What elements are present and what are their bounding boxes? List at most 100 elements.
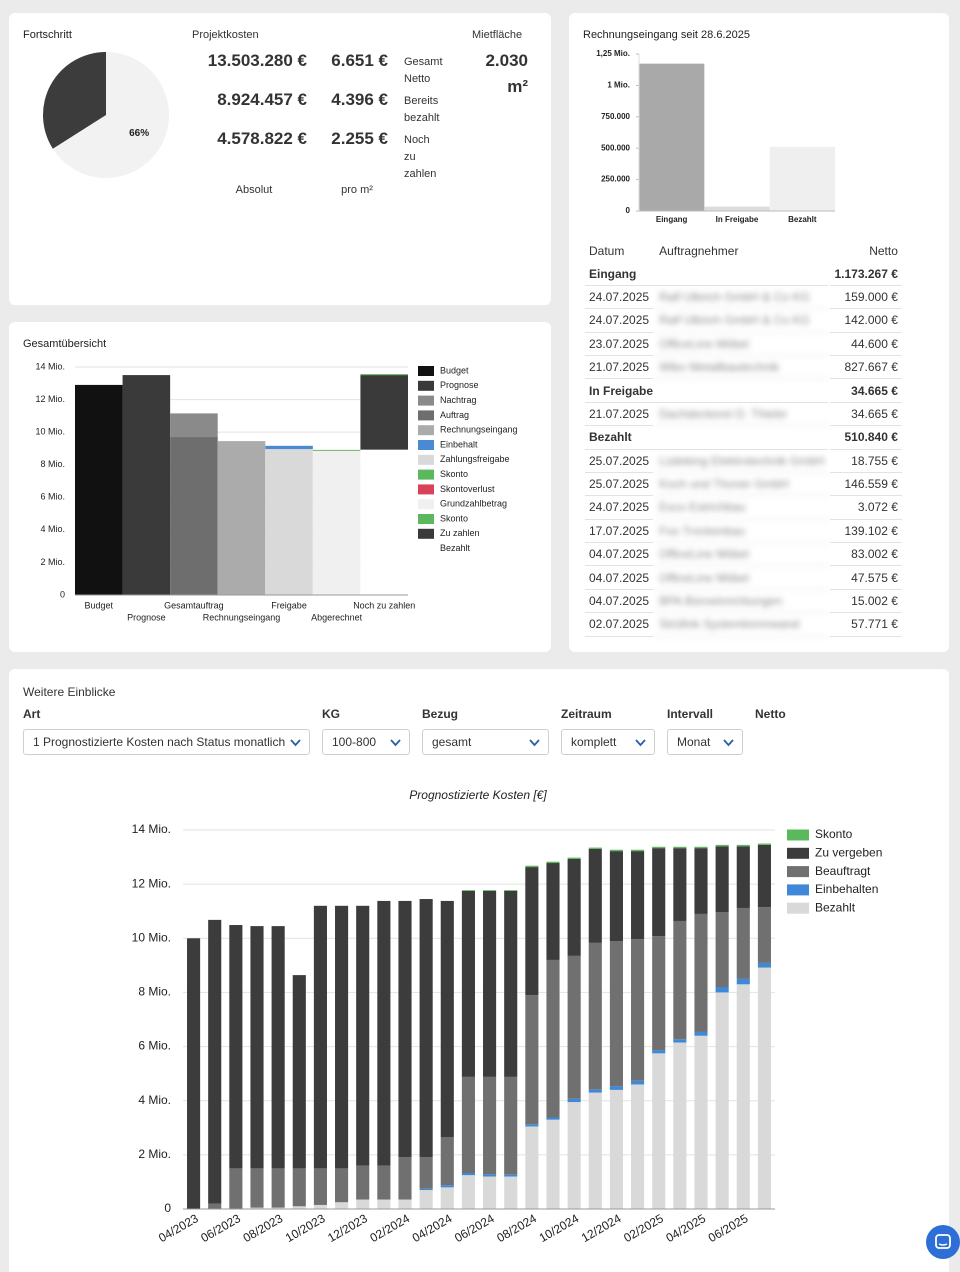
invoice-row: 24.07.2025 Ralf Ulbrich GmbH & Co KG 159.0… (585, 286, 902, 310)
chevron-path (529, 739, 540, 747)
invoice-date: 04.07.2025 (585, 590, 654, 614)
invoice-date: 25.07.2025 (585, 473, 654, 497)
invoice-row: 24.07.2025 Ralf Ulbrich GmbH & Co KG 142.0… (585, 309, 902, 333)
invoice-table: Datum Auftragnehmer Netto Eingang 1.173.267 … (583, 240, 904, 637)
cost-absolute: 13.503.280 € (207, 51, 307, 70)
chevron (390, 739, 401, 747)
insights-title: Weitere Einblicke (23, 685, 116, 699)
invoice-date: 24.07.2025 (585, 496, 654, 520)
filter-value: komplett (571, 735, 617, 749)
filter-label: Intervall (667, 707, 714, 721)
contractor: Exco Estrichbau (655, 496, 829, 520)
filter-select[interactable]: gesamt (422, 729, 549, 755)
net-amount: 83.002 € (830, 543, 902, 567)
invoice-date: 21.07.2025 (585, 403, 654, 427)
net-amount: 44.600 € (830, 333, 902, 356)
column-header: Auftragnehmer (659, 244, 739, 259)
invoice-date: 02.07.2025 (585, 613, 654, 637)
contractor: Lüdeking Elektrotechnik GmbH (655, 450, 829, 473)
contractor: Strüfink Systemtrennwand (655, 613, 829, 637)
column-header: Datum (589, 244, 625, 259)
chevron (529, 739, 540, 747)
cost-per-area: 6.651 € (331, 51, 388, 70)
contractor: OfficeLine Möbel (655, 543, 829, 567)
column-caption: Absolut (235, 184, 273, 196)
filter-value: 1 Prognostizierte Kosten nach Status mon… (33, 735, 286, 749)
invoice-row: 25.07.2025 Lüdeking Elektrotechnik GmbH 18… (585, 450, 902, 473)
net-amount: 139.102 € (830, 520, 902, 544)
net-amount: 34.665 € (830, 403, 902, 427)
net-amount: 146.559 € (830, 473, 902, 497)
filter-value: gesamt (432, 735, 472, 749)
group-name: Eingang (585, 262, 829, 286)
filter-label: Netto (755, 707, 786, 721)
invoice-row: 17.07.2025 Fox Trockenbau 139.102 € (585, 520, 902, 544)
group-total: 1.173.267 € (830, 262, 902, 286)
filter-select[interactable]: komplett (561, 729, 655, 755)
contractor: Ralf Ulbrich GmbH & Co KG (655, 309, 829, 333)
contractor: Wiko Metallbautechnik (655, 356, 829, 380)
chevron (723, 739, 734, 747)
cost-label: Bereits bezahlt (404, 95, 440, 124)
net-amount: 18.755 € (830, 450, 902, 473)
cost-per-area: 4.396 € (331, 90, 388, 109)
chevron-path (390, 739, 401, 747)
cost-label: Noch zu zahlen (404, 134, 437, 180)
invoice-row: 24.07.2025 Exco Estrichbau 3.072 € (585, 496, 902, 520)
invoice-row: 21.07.2025 Wiko Metallbautechnik 827.667 € (585, 356, 902, 380)
table-header: Datum Auftragnehmer Netto (585, 240, 902, 262)
filter-label: Bezug (422, 707, 458, 721)
cost-per-area: 2.255 € (331, 129, 388, 148)
contractor: Koch und Thoner GmbH (655, 473, 829, 497)
invoice-row: 04.07.2025 OfficeLine Möbel 83.002 € (585, 543, 902, 567)
invoice-date: 24.07.2025 (585, 309, 654, 333)
contractor: OfficeLine Möbel (655, 566, 829, 590)
chat-button[interactable] (926, 1225, 960, 1259)
group-name: In Freigabe (585, 379, 829, 403)
cost-absolute: 8.924.457 € (217, 90, 307, 109)
net-amount: 15.002 € (830, 590, 902, 614)
chevron (635, 739, 646, 747)
area-unit: m² (507, 77, 528, 96)
invoice-row: 02.07.2025 Strüfink Systemtrennwand 57.771… (585, 613, 902, 637)
cost-absolute: 4.578.822 € (217, 129, 307, 148)
group-row: Bezahlt 510.840 € (585, 426, 902, 450)
chevron-path (635, 739, 646, 747)
filter-value: Monat (677, 735, 711, 749)
column-header: Netto (869, 244, 898, 259)
filter-select[interactable]: 100-800 (322, 729, 410, 755)
invoice-date: 17.07.2025 (585, 520, 654, 544)
invoice-date: 21.07.2025 (585, 356, 654, 380)
costs-title: Projektkosten (192, 29, 259, 41)
net-amount: 47.575 € (830, 566, 902, 590)
filter-select[interactable]: Monat (667, 729, 743, 755)
group-name: Bezahlt (585, 426, 829, 450)
contractor: Ralf Ulbrich GmbH & Co KG (655, 286, 829, 310)
net-amount: 142.000 € (830, 309, 902, 333)
filter-label: KG (322, 707, 340, 721)
invoice-date: 04.07.2025 (585, 543, 654, 567)
invoice-row: 25.07.2025 Koch und Thoner GmbH 146.559 € (585, 473, 902, 497)
filter-select[interactable]: 1 Prognostizierte Kosten nach Status mon… (23, 729, 310, 755)
contractor: OfficeLine Möbel (655, 333, 829, 356)
invoice-row: 23.07.2025 OfficeLine Möbel 44.600 € (585, 333, 902, 356)
net-amount: 57.771 € (830, 613, 902, 637)
contractor: Dachdeckerei D. Thieler (655, 403, 829, 427)
filter-label: Art (23, 707, 41, 721)
group-row: Eingang 1.173.267 € (585, 262, 902, 286)
group-total: 510.840 € (830, 426, 902, 450)
net-amount: 827.667 € (830, 356, 902, 380)
invoice-date: 25.07.2025 (585, 450, 654, 473)
filter-label: Zeitraum (561, 707, 612, 721)
net-amount: 159.000 € (830, 286, 902, 310)
column-caption: pro m² (341, 184, 373, 196)
invoice-row: 21.07.2025 Dachdeckerei D. Thieler 34.665 … (585, 403, 902, 427)
invoice-date: 24.07.2025 (585, 286, 654, 310)
invoice-row: 04.07.2025 OfficeLine Möbel 47.575 € (585, 566, 902, 590)
net-amount: 3.072 € (830, 496, 902, 520)
area-title: Mietfläche (472, 29, 523, 41)
contractor: Fox Trockenbau (655, 520, 829, 544)
invoice-date: 04.07.2025 (585, 566, 654, 590)
invoice-date: 23.07.2025 (585, 333, 654, 356)
